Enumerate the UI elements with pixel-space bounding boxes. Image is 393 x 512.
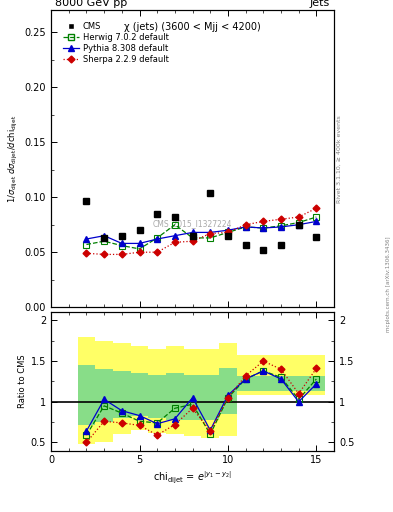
Y-axis label: Ratio to CMS: Ratio to CMS [18,355,27,408]
Y-axis label: 1/$\sigma_{\rm dijet}$ $d\sigma_{\rm dijet}/d$chi$_{\rm dijet}$: 1/$\sigma_{\rm dijet}$ $d\sigma_{\rm dij… [7,115,20,203]
Text: 8000 GeV pp: 8000 GeV pp [55,0,127,8]
Text: χ (jets) (3600 < Mjj < 4200): χ (jets) (3600 < Mjj < 4200) [124,22,261,32]
Y-axis label: Rivet 3.1.10, ≥ 400k events: Rivet 3.1.10, ≥ 400k events [337,115,342,203]
Text: Jets: Jets [310,0,330,8]
Text: CMS_2015_I1327224: CMS_2015_I1327224 [153,220,232,228]
Text: mcplots.cern.ch [arXiv:1306.3436]: mcplots.cern.ch [arXiv:1306.3436] [386,237,391,332]
Legend: CMS, Herwig 7.0.2 default, Pythia 8.308 default, Sherpa 2.2.9 default: CMS, Herwig 7.0.2 default, Pythia 8.308 … [61,20,170,66]
X-axis label: chi$_{\rm dijet}$ = $e^{|y_1 - y_2|}$: chi$_{\rm dijet}$ = $e^{|y_1 - y_2|}$ [153,470,232,486]
